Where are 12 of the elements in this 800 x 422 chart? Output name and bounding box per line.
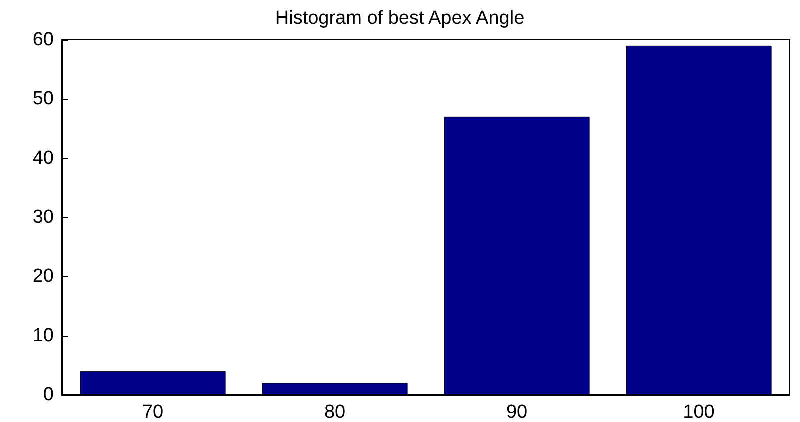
y-tick-label: 10 xyxy=(32,325,54,346)
y-tick-label: 60 xyxy=(32,30,54,50)
y-tick-label: 30 xyxy=(32,207,54,228)
x-tick-label: 100 xyxy=(683,402,715,422)
x-tick-label: 90 xyxy=(506,402,528,422)
x-tick-label: 70 xyxy=(142,402,164,422)
y-tick-label: 0 xyxy=(43,384,54,406)
y-tick-label: 20 xyxy=(32,266,54,288)
y-tick-label: 40 xyxy=(32,148,54,169)
y-tick-label: 50 xyxy=(32,88,54,110)
x-tick-label: 80 xyxy=(324,402,346,422)
chart-title: Histogram of best Apex Angle xyxy=(275,8,525,29)
